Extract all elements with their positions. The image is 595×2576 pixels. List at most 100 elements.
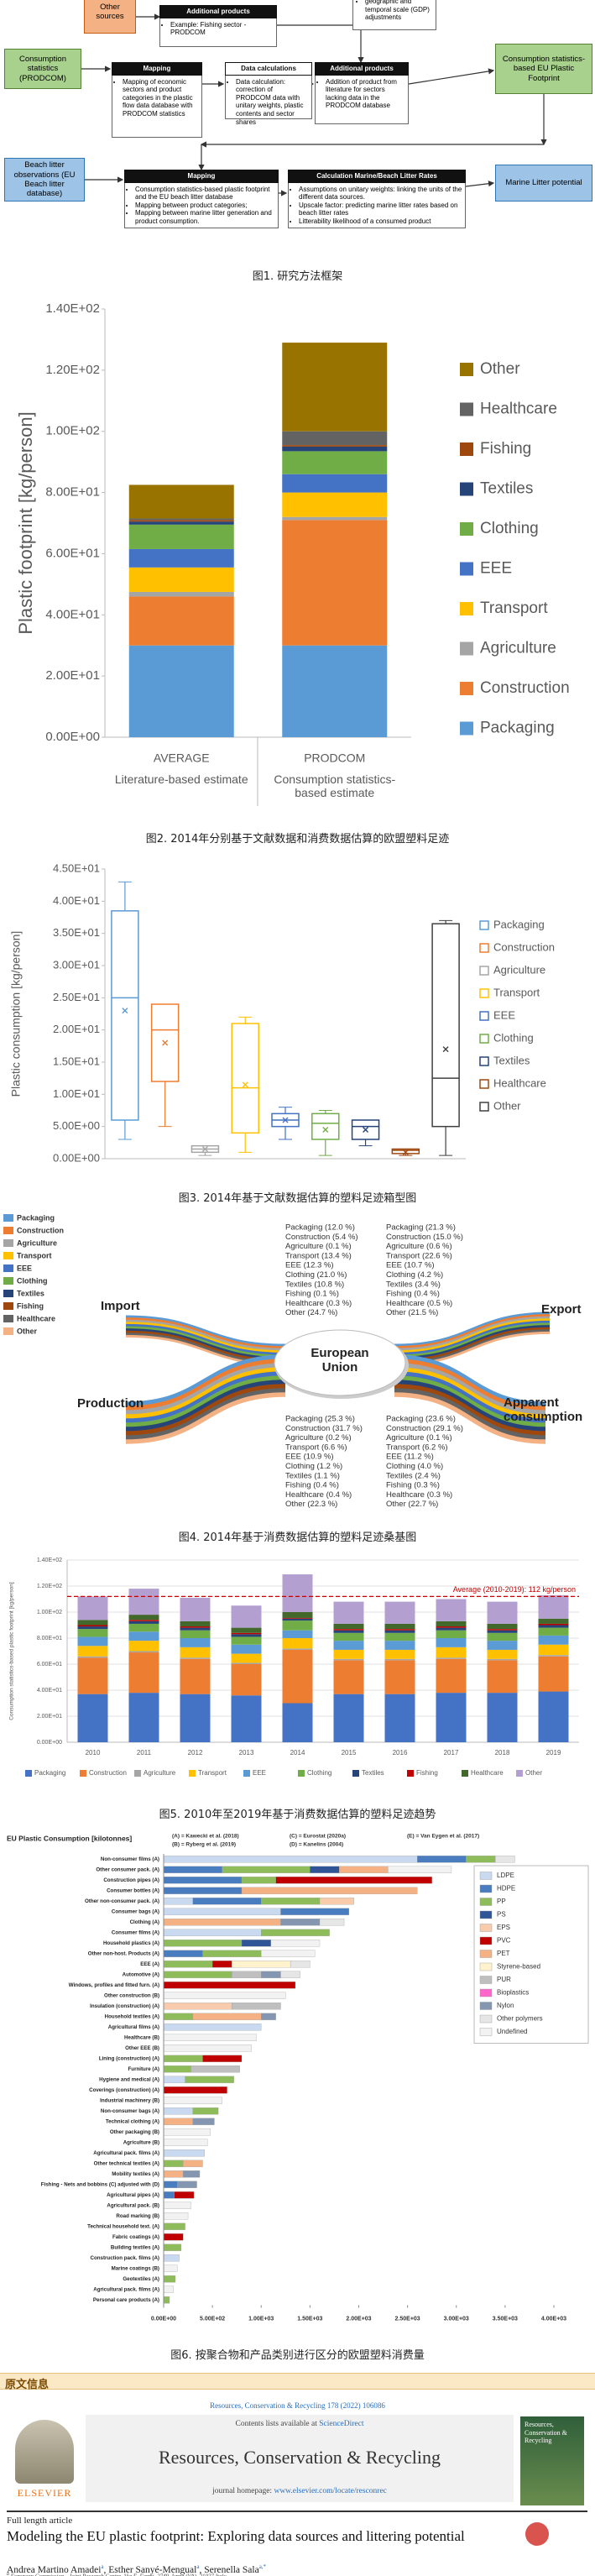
legend-swatch (3, 1264, 13, 1272)
row-label: Other EEE (B) (125, 2045, 159, 2051)
flow-stripe (394, 1388, 546, 1440)
legend-swatch (460, 682, 473, 695)
bar-segment (232, 2003, 281, 2010)
bar-segment (192, 2118, 215, 2125)
bar-segment (231, 1653, 262, 1663)
bar-segment (232, 1961, 291, 1968)
legend-swatch (3, 1290, 13, 1297)
row-label: Agricultural pack. (B) (107, 2202, 159, 2208)
legend-swatch (298, 1770, 305, 1777)
figure-caption: 图3. 2014年基于文献数据估算的塑料足迹箱型图 (178, 1192, 417, 1205)
x-tick-label: 1.50E+03 (297, 2316, 322, 2322)
bar-segment (163, 1877, 243, 1884)
journal-cover: Resources, Conservation & Recycling (520, 2416, 584, 2505)
bar-segment (163, 2107, 194, 2115)
node-item: Data calculation: correction of PRODCOM … (236, 78, 309, 127)
x-tick-label: 2011 (137, 1749, 152, 1757)
flow-share: EEE (12.3 %) (285, 1261, 334, 1270)
bar-segment (436, 1638, 467, 1647)
bar-segment (241, 1877, 276, 1884)
y-tick-label: 1.00E+01 (53, 1087, 100, 1100)
bar-segment (333, 1641, 364, 1650)
x-tick-label: 2015 (342, 1749, 357, 1757)
y-tick-label: 4.00E+01 (45, 607, 100, 621)
box-body (231, 1023, 259, 1134)
box-mean (322, 1127, 329, 1133)
bar-segment (192, 2107, 219, 2115)
bar-segment (163, 1982, 296, 1989)
bar-segment (163, 2003, 232, 2010)
row-label: Technical household text. (A) (87, 2223, 159, 2229)
bar-segment (163, 1866, 222, 1873)
legend-label: Agriculture (17, 1238, 57, 1247)
y-tick-label: 3.50E+01 (53, 926, 100, 939)
bar-segment (384, 1630, 415, 1633)
bar-segment (163, 1929, 262, 1936)
row-label: Non-consumer bags (A) (101, 2108, 159, 2114)
bar-segment (231, 1644, 262, 1654)
bar-segment (163, 1971, 232, 1978)
row-label: Mobility textiles (A) (112, 2171, 159, 2177)
y-tick-label: 4.50E+01 (53, 861, 100, 874)
node-title: Marine Litter potential (505, 178, 582, 188)
bar-segment (77, 1656, 108, 1658)
figure-caption: 图4. 2014年基于消费数据估算的塑料足迹桑基图 (178, 1531, 417, 1544)
node-list: Mapping of economic sectors and product … (114, 78, 199, 118)
bar-segment (436, 1657, 467, 1659)
bar-segment (163, 2013, 194, 2020)
row-label: Insulation (construction) (A) (90, 2003, 159, 2009)
box-body (431, 923, 460, 1128)
flow-share: Transport (13.4 %) (285, 1251, 352, 1260)
flow-stripe (125, 1323, 286, 1355)
flow-stripe (394, 1371, 546, 1423)
legend-label: Other (480, 360, 520, 378)
legend-label: Textiles (362, 1769, 384, 1777)
y-tick-label: 4.00E+01 (37, 1688, 62, 1694)
flow-stripe (394, 1380, 546, 1432)
row-label: Construction pipes (A) (103, 1877, 159, 1883)
bar-segment (128, 484, 234, 519)
legend-swatch (460, 402, 473, 416)
bar-segment (163, 2160, 184, 2167)
bar-segment (333, 1601, 364, 1624)
bar-segment (128, 520, 234, 522)
node-body: Consumption statistics-based plastic foo… (124, 182, 279, 228)
bar-segment (275, 1877, 432, 1884)
affiliation: a European Commission - Joint Research C… (7, 2572, 226, 2576)
bar-segment (77, 1620, 108, 1626)
legend-swatch (460, 602, 473, 615)
node-header: Data calculations (225, 62, 312, 76)
y-tick-label: 6.00E+01 (37, 1662, 62, 1668)
node-title: Beach litter observations (EU Beach litt… (13, 160, 76, 199)
bar-segment (436, 1599, 467, 1621)
bar-segment (163, 2024, 262, 2031)
legend-label: Transport (480, 599, 548, 617)
bar-segment (128, 1693, 159, 1742)
flow-share: Construction (29.1 %) (386, 1424, 463, 1433)
bar-segment (538, 1623, 569, 1626)
bar-segment (77, 1657, 108, 1694)
bar-segment (282, 1703, 313, 1742)
flow-stripe (125, 1375, 286, 1427)
bar-segment (163, 2264, 178, 2272)
box-mean (122, 1008, 128, 1014)
flow-node: Additional products Example: Fishing sect… (159, 5, 277, 47)
node-body: Addition of product from literature for … (315, 75, 409, 124)
article-title: Modeling the EU plastic footprint: Explo… (7, 2528, 465, 2544)
legend-label: Construction (17, 1226, 64, 1234)
flow-stripe (125, 1388, 286, 1440)
bar-segment (282, 1620, 313, 1631)
flow-share: Healthcare (0.3 %) (285, 1299, 352, 1308)
row-label: Hygiene and medical (A) (99, 2076, 159, 2082)
node-item: Upscale factor: predicting marine litter… (299, 202, 462, 217)
legend-label: Agriculture (480, 640, 556, 657)
bar-segment (538, 1635, 569, 1645)
bar-segment (163, 2118, 194, 2125)
bar-segment (163, 2244, 182, 2251)
row-label: Industrial machinery (B) (100, 2097, 159, 2103)
affiliation-mark: a (7, 2572, 9, 2576)
legend-swatch (479, 1872, 493, 1880)
flow-share: Healthcare (0.4 %) (285, 1490, 352, 1500)
y-tick-label: 1.00E+02 (45, 424, 100, 438)
bar-segment (180, 1630, 211, 1638)
